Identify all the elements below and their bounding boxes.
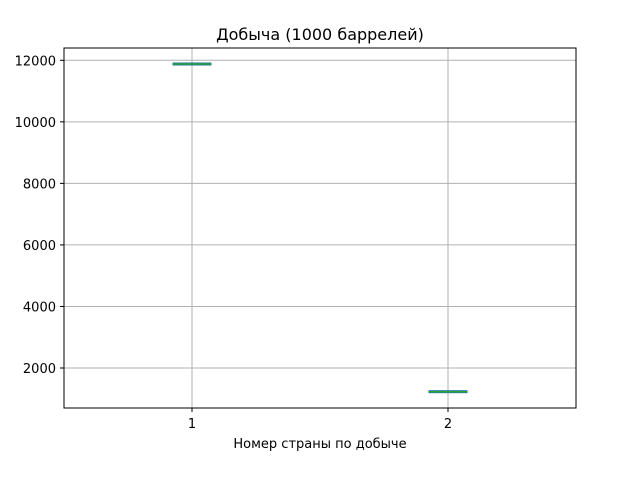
x-axis-label: Номер страны по добыче bbox=[233, 437, 406, 452]
box-1 bbox=[172, 62, 212, 66]
y-tick-label: 2000 bbox=[23, 362, 56, 377]
y-tick-label: 6000 bbox=[23, 239, 56, 254]
x-tick-label: 1 bbox=[188, 417, 196, 432]
box-2 bbox=[428, 390, 468, 394]
y-tick-label: 12000 bbox=[15, 54, 56, 69]
grid bbox=[64, 48, 576, 408]
y-tick-label: 4000 bbox=[23, 300, 56, 315]
box-layer bbox=[172, 62, 468, 394]
y-tick-label: 8000 bbox=[23, 177, 56, 192]
plot-frame bbox=[63, 47, 577, 409]
x-tick-label: 2 bbox=[444, 417, 452, 432]
chart-title: Добыча (1000 баррелей) bbox=[216, 25, 424, 44]
y-tick-label: 10000 bbox=[15, 116, 56, 131]
ticks: 2000 4000 6000 8000 10000 12000 1 2 bbox=[15, 54, 453, 432]
